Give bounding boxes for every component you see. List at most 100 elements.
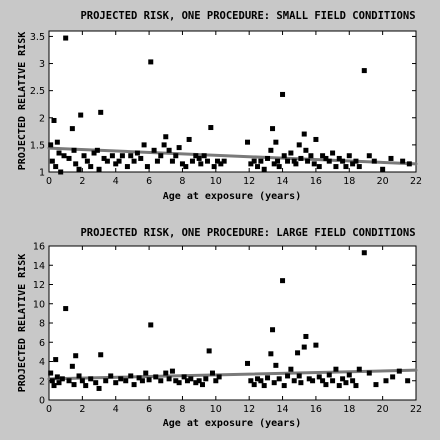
data-point: [310, 378, 316, 384]
data-point: [270, 327, 276, 333]
data-point: [291, 378, 297, 384]
data-point: [268, 351, 274, 357]
data-point: [298, 380, 304, 386]
data-point: [316, 164, 322, 170]
data-point: [326, 372, 332, 378]
x-tick-label: 16: [310, 404, 322, 415]
data-point: [96, 385, 102, 391]
y-tick-label: 1: [39, 168, 45, 179]
data-point: [161, 142, 167, 148]
data-point: [51, 383, 57, 389]
y-tick-label: 0: [39, 396, 45, 407]
data-point: [76, 373, 82, 379]
data-point: [293, 161, 299, 167]
data-point: [361, 68, 367, 74]
data-point: [186, 136, 192, 142]
data-point: [288, 366, 294, 372]
data-point: [158, 378, 164, 384]
data-point: [383, 378, 389, 384]
data-point: [148, 322, 154, 328]
chart-title: PROJECTED RISK, ONE PROCEDURE: SMALL FIE…: [80, 10, 415, 22]
data-point: [218, 161, 224, 167]
x-tick-label: 20: [377, 176, 389, 187]
data-point: [255, 164, 261, 170]
data-point: [323, 155, 329, 161]
data-point: [206, 348, 212, 354]
data-point: [326, 158, 332, 164]
data-point: [261, 166, 267, 172]
data-point: [313, 136, 319, 142]
data-point: [144, 164, 150, 170]
data-point: [136, 375, 142, 381]
data-point: [188, 376, 194, 382]
data-point: [291, 158, 297, 164]
data-point: [280, 91, 286, 97]
data-point: [59, 376, 65, 382]
plot-area: [48, 30, 417, 173]
data-point: [146, 377, 152, 383]
data-point: [196, 378, 202, 384]
data-point: [69, 126, 75, 132]
data-point: [63, 306, 69, 312]
data-point: [281, 153, 287, 159]
data-point: [258, 158, 264, 164]
data-point: [333, 366, 339, 372]
data-point: [128, 373, 134, 379]
data-point: [141, 142, 147, 148]
data-point: [323, 382, 329, 388]
x-tick-label: 0: [46, 176, 52, 187]
y-tick-label: 3.5: [30, 32, 45, 43]
data-point: [193, 153, 199, 159]
x-axis-label: Age at exposure (years): [163, 418, 301, 429]
data-point: [54, 374, 60, 380]
data-point: [301, 344, 307, 350]
data-point: [211, 164, 217, 170]
data-point: [119, 153, 125, 159]
data-point: [221, 158, 227, 164]
data-point: [201, 153, 207, 159]
data-point: [340, 376, 346, 382]
data-point: [405, 378, 411, 384]
data-point: [154, 158, 160, 164]
y-tick-label: 16: [33, 242, 45, 253]
ticks-layer: 0 2 4 6 8 10 12 14 16 18 20 22 0 2 4 6 8 10 12 14 16: [33, 242, 422, 416]
data-point: [66, 155, 72, 161]
data-point: [53, 357, 59, 363]
data-point: [138, 155, 144, 161]
data-point: [208, 125, 214, 131]
data-point: [78, 112, 84, 118]
data-point: [209, 370, 215, 376]
data-point: [196, 155, 202, 161]
data-point: [88, 164, 94, 170]
x-tick-label: 6: [146, 176, 152, 187]
data-point: [265, 155, 271, 161]
data-point: [296, 142, 302, 148]
data-point: [311, 161, 317, 167]
data-point: [280, 278, 286, 284]
data-point: [373, 382, 379, 388]
data-point: [276, 164, 282, 170]
data-point: [285, 158, 291, 164]
data-point: [366, 370, 372, 376]
data-point: [173, 378, 179, 384]
data-point: [189, 158, 195, 164]
data-point: [316, 374, 322, 380]
data-point: [216, 374, 222, 380]
data-point: [346, 153, 352, 159]
data-point: [113, 161, 119, 167]
data-point: [276, 376, 282, 382]
data-point: [346, 372, 352, 378]
data-point: [320, 153, 326, 159]
data-point: [76, 166, 82, 172]
data-point: [103, 378, 109, 384]
data-point: [271, 380, 277, 386]
x-tick-label: 8: [179, 404, 185, 415]
y-tick-label: 2.5: [30, 86, 45, 97]
data-point: [53, 164, 59, 170]
x-tick-label: 0: [46, 404, 52, 415]
data-point: [361, 250, 367, 256]
data-point: [298, 155, 304, 161]
data-point: [148, 59, 154, 65]
data-point: [273, 362, 279, 368]
data-point: [343, 164, 349, 170]
